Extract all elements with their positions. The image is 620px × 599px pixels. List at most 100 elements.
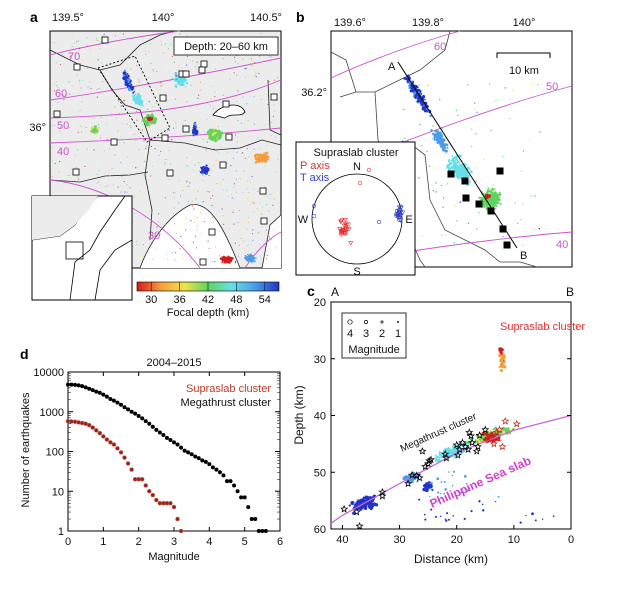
earthquake-dot — [68, 81, 70, 83]
earthquake-dot — [240, 237, 242, 240]
earthquake-dot — [520, 219, 522, 221]
event-star-icon — [352, 507, 361, 516]
slab-surface-line — [330, 414, 572, 524]
earthquake-dot — [91, 130, 94, 133]
hypocenter-dot — [463, 474, 467, 478]
earthquake-dot — [173, 61, 175, 63]
earthquake-dot — [149, 173, 151, 175]
earthquake-dot — [146, 152, 149, 155]
earthquake-dot — [160, 85, 162, 87]
earthquake-dot — [223, 258, 227, 261]
earthquake-dot — [456, 219, 458, 222]
p-axis-mark — [357, 180, 363, 186]
earthquake-dot — [250, 65, 253, 67]
y-tick-label: 30 — [314, 354, 326, 366]
earthquake-dot — [435, 182, 437, 184]
earthquake-dot — [144, 261, 146, 264]
hypocenter-dot — [489, 429, 492, 432]
earthquake-dot — [210, 205, 212, 207]
event-star-icon — [453, 450, 462, 459]
supraslab-point — [118, 450, 124, 455]
supraslab-point — [111, 442, 117, 447]
earthquake-dot — [266, 157, 269, 160]
earthquake-dot — [443, 139, 446, 142]
earthquake-dot — [206, 118, 208, 120]
earthquake-dot — [453, 159, 456, 162]
earthquake-dot — [150, 231, 152, 233]
earthquake-dot — [214, 68, 216, 70]
earthquake-dot — [97, 39, 99, 42]
earthquake-dot — [244, 145, 246, 148]
earthquake-dot — [140, 78, 142, 80]
earthquake-dot — [174, 191, 176, 194]
lat-tick: 36° — [29, 122, 46, 134]
colorbar-label: Focal depth (km) — [167, 307, 250, 319]
earthquake-dot — [193, 125, 196, 128]
earthquake-dot — [255, 76, 257, 78]
station-icon — [260, 217, 268, 225]
earthquake-dot — [492, 197, 495, 200]
earthquake-dot — [211, 260, 213, 263]
earthquake-dot — [271, 193, 273, 195]
earthquake-dot — [125, 75, 128, 79]
earthquake-dot — [270, 121, 272, 123]
earthquake-dot — [487, 187, 490, 190]
earthquake-dot — [495, 202, 497, 205]
legend-supraslab: Supraslab cluster — [186, 383, 271, 395]
earthquake-dot — [155, 102, 157, 104]
earthquake-dot — [196, 224, 199, 227]
earthquake-dot — [233, 183, 236, 185]
earthquake-dot — [274, 136, 277, 138]
hypocenter-dot — [440, 481, 443, 483]
earthquake-dot — [68, 174, 70, 177]
earthquake-dot — [219, 257, 223, 260]
earthquake-dot — [193, 122, 197, 126]
earthquake-dot — [517, 222, 519, 225]
earthquake-dot — [270, 134, 272, 137]
earthquake-dot — [149, 43, 151, 45]
earthquake-dot — [455, 166, 459, 170]
earthquake-dot — [431, 137, 434, 140]
contour-label: 40 — [57, 146, 69, 158]
earthquake-dot — [412, 95, 415, 98]
earthquake-dot — [483, 158, 486, 160]
earthquake-dot — [248, 156, 250, 158]
magnitude-size-label: 4 — [347, 328, 353, 340]
magnitude-size-symbol — [364, 320, 368, 324]
earthquake-dot — [269, 198, 271, 200]
hypocenter-dot — [402, 477, 406, 481]
earthquake-dot — [462, 176, 465, 178]
earthquake-dot — [140, 100, 144, 103]
earthquake-dot — [156, 70, 158, 72]
earthquake-dot — [445, 143, 449, 147]
earthquake-dot — [254, 161, 258, 164]
lon-tick: 139.6° — [334, 17, 366, 29]
earthquake-dot — [173, 207, 175, 209]
earthquake-dot — [127, 78, 131, 82]
earthquake-dot — [112, 99, 115, 101]
earthquake-dot — [265, 229, 268, 231]
earthquake-dot — [177, 202, 180, 204]
megathrust-point — [263, 529, 268, 533]
earthquake-dot — [420, 235, 423, 237]
earthquake-dot — [461, 164, 464, 168]
earthquake-dot — [199, 89, 202, 91]
earthquake-dot — [179, 195, 182, 197]
megathrust-point — [104, 394, 109, 399]
y-tick-label: 50 — [314, 467, 326, 479]
earthquake-dot — [273, 229, 275, 231]
lon-tick: 140.5° — [250, 12, 282, 24]
earthquake-dot — [120, 191, 122, 193]
earthquake-dot — [253, 202, 255, 204]
station-icon — [182, 70, 190, 78]
earthquake-dot — [180, 84, 183, 87]
megathrust-point — [203, 459, 208, 464]
earthquake-dot — [192, 134, 195, 137]
megathrust-point — [217, 470, 222, 475]
earthquake-dot — [147, 117, 150, 121]
east-label: E — [405, 214, 412, 226]
station-icon — [53, 110, 61, 118]
event-star-icon — [468, 438, 477, 447]
event-star-icon — [465, 428, 474, 436]
earthquake-dot — [414, 96, 417, 99]
